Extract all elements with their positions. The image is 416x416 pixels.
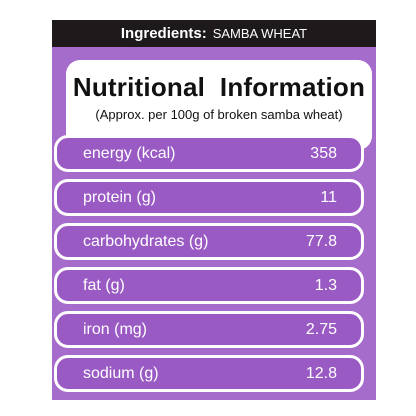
nutrient-name: protein (g): [83, 188, 156, 206]
ingredients-label: Ingredients:: [120, 25, 207, 42]
ingredients-bar: Ingredients: SAMBA WHEAT: [52, 20, 376, 47]
nutrient-value: 1.3: [314, 276, 337, 294]
nutrient-row: energy (kcal) 358: [54, 135, 364, 172]
title: Nutritional Information: [72, 72, 366, 102]
nutrient-row: protein (g) 11: [54, 179, 364, 216]
nutrient-name: energy (kcal): [83, 144, 176, 162]
nutrient-row: carbohydrates (g) 77.8: [54, 223, 364, 260]
nutrient-value: 358: [310, 144, 337, 162]
nutrient-row: sodium (g) 12.8: [54, 355, 364, 392]
nutrient-value: 77.8: [305, 232, 337, 250]
nutrition-label: Ingredients: SAMBA WHEAT Nutritional Inf…: [52, 20, 376, 400]
nutrient-value: 12.8: [305, 364, 337, 382]
subtitle: (Approx. per 100g of broken samba wheat): [95, 107, 343, 122]
ingredients-value: SAMBA WHEAT: [212, 26, 308, 41]
nutrient-name: carbohydrates (g): [83, 232, 209, 250]
nutrient-name: fat (g): [83, 276, 125, 294]
nutrient-name: sodium (g): [83, 364, 159, 382]
nutrient-row: fat (g) 1.3: [54, 267, 364, 304]
nutrient-row: iron (mg) 2.75: [54, 311, 364, 348]
nutrient-value: 2.75: [305, 320, 337, 338]
nutrient-value: 11: [320, 188, 337, 206]
nutrient-name: iron (mg): [83, 320, 148, 338]
